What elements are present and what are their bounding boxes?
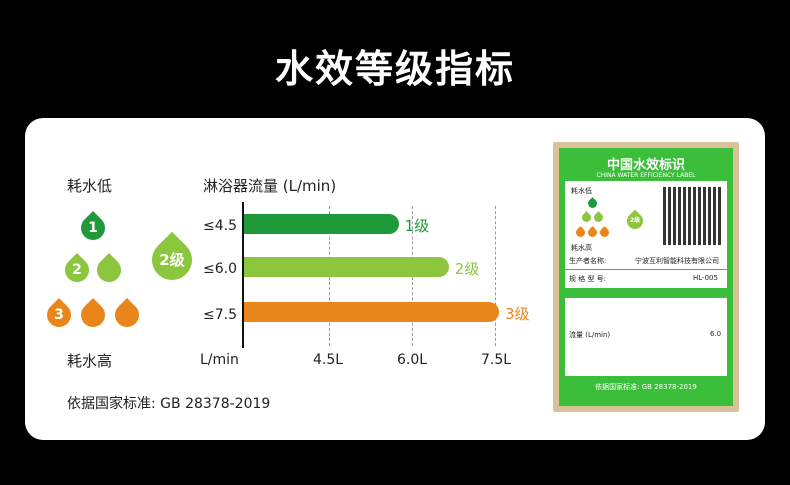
grid-7-5 (495, 206, 496, 346)
page-title: 水效等级指标 (274, 47, 515, 91)
x-tick-3: 7.5L (481, 352, 512, 368)
bar-grade-3 (244, 302, 499, 322)
label-big-drop: 2级 (623, 209, 647, 233)
grade-3-drop: 3 (42, 298, 76, 332)
grade-2-drop-b (92, 253, 126, 287)
chart-title: 淋浴器流量 (L/min) (203, 177, 337, 195)
label-drop-3b (586, 226, 599, 239)
x-tick-1: 4.5L (313, 352, 344, 368)
low-consumption-label: 耗水低 (67, 177, 113, 195)
label-model-label: 规 格 型 号: (569, 275, 607, 283)
label-title: 中国水效标识 (606, 158, 685, 173)
big-grade-drop: 2级 (143, 231, 201, 289)
bar-label-1: 1级 (404, 217, 430, 235)
label-model-row: 规 格 型 号: HL-005 (565, 270, 727, 288)
label-flow-label: 流量 (L/min) (569, 331, 611, 339)
label-high: 耗水高 (571, 244, 592, 252)
label-manufacturer: 宁波互利智能科技有限公司 (635, 257, 719, 265)
label-drop-2b (592, 211, 605, 224)
label-subtitle: CHINA WATER EFFICIENCY LABEL (596, 172, 696, 179)
bar-label-3: 3级 (505, 305, 530, 323)
label-drop-3a (574, 226, 587, 239)
bar-label-2: 2级 (454, 260, 480, 278)
category-2: ≤6.0 (203, 261, 237, 277)
grade-2-drop: 2 (60, 253, 94, 287)
bar-grade-1 (244, 214, 399, 234)
category-1: ≤4.5 (203, 218, 237, 234)
y-axis (242, 202, 244, 348)
water-efficiency-label: 中国水效标识 CHINA WATER EFFICIENCY LABEL 耗水低 … (553, 142, 739, 412)
x-axis-label: L/min (200, 352, 239, 368)
grade-3-drop-b (76, 298, 110, 332)
qr-code (663, 187, 721, 245)
label-standard: 依据国家标准: GB 28378-2019 (595, 383, 697, 391)
label-drop-3c (598, 226, 611, 239)
x-tick-2: 6.0L (397, 352, 428, 368)
label-inner: 中国水效标识 CHINA WATER EFFICIENCY LABEL 耗水低 … (559, 148, 733, 406)
high-consumption-label: 耗水高 (67, 352, 113, 370)
grade-3-drop-c (110, 298, 144, 332)
label-flow-panel: 流量 (L/min) 6.0 (565, 298, 727, 376)
category-3: ≤7.5 (203, 307, 237, 323)
grade-1-drop: 1 (76, 211, 110, 245)
info-card: 耗水低 1 2 3 耗水高 2级 淋浴器流量 (L/min) ≤4.5 ≤6.0… (25, 118, 765, 440)
label-low: 耗水低 (571, 187, 592, 195)
label-manufacturer-label: 生产者名称: (569, 257, 607, 265)
label-top-panel: 耗水低 耗水高 2级 生产者名称: 宁波互利智能科技有限公司 (565, 181, 727, 269)
label-drop-2a (580, 211, 593, 224)
standard-text: 依据国家标准: GB 28378-2019 (67, 396, 271, 412)
bar-grade-2 (244, 257, 449, 277)
label-model: HL-005 (693, 274, 718, 282)
label-flow-value: 6.0 (710, 330, 722, 338)
label-drop-1 (586, 197, 599, 210)
